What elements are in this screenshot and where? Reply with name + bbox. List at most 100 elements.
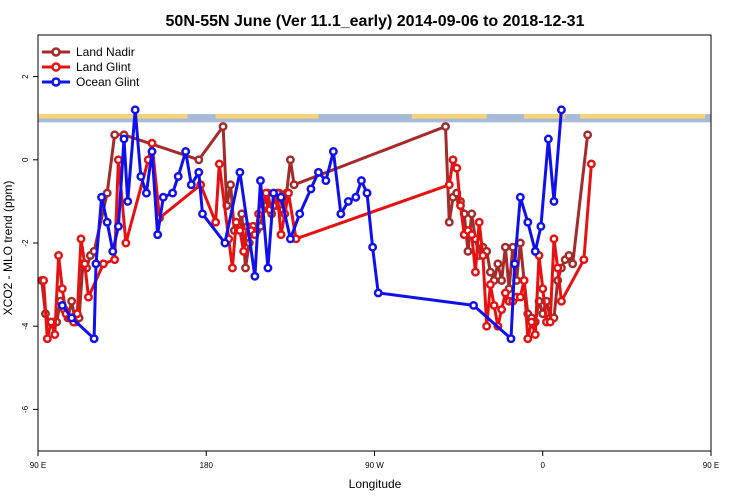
- ocean-glint-line: [61, 108, 563, 341]
- legend-swatch-marker: [51, 47, 61, 57]
- ocean-glint-point: [198, 209, 207, 219]
- ocean-glint-point: [97, 192, 107, 202]
- ocean-glint-point: [130, 105, 140, 115]
- land-nadir-point: [441, 122, 450, 131]
- ocean-glint-point: [141, 188, 151, 198]
- land-glint-point: [98, 259, 108, 269]
- land-glint-point: [549, 234, 559, 244]
- ocean-glint-point: [153, 230, 163, 240]
- land-nadir-point: [444, 217, 454, 227]
- x-tick-label: 90 E: [703, 461, 719, 470]
- ocean-glint-point: [351, 192, 361, 202]
- ocean-glint-point: [556, 105, 566, 115]
- ocean-glint-point: [263, 263, 273, 273]
- land-glint-point: [497, 305, 507, 315]
- y-tick-label: -4: [21, 322, 30, 330]
- land-nadir-point: [218, 122, 228, 131]
- ocean-glint-point: [168, 188, 178, 198]
- land-glint-point: [284, 188, 293, 198]
- land-glint-point: [452, 163, 462, 173]
- ocean-glint-point: [276, 192, 286, 202]
- ocean-glint-point: [89, 334, 99, 344]
- legend-item-land-glint: Land Glint: [42, 60, 131, 74]
- land-glint-point: [500, 288, 510, 298]
- ocean-glint-point: [220, 238, 230, 248]
- land-glint-point: [239, 246, 249, 256]
- ocean-glint-point: [113, 221, 123, 231]
- land-glint-point: [42, 334, 52, 344]
- land-glint-point: [235, 226, 245, 235]
- land-glint-point: [147, 138, 157, 148]
- land-nadir-point: [564, 251, 574, 260]
- land-glint-point: [515, 292, 525, 302]
- ocean-glint-point: [158, 192, 168, 202]
- ocean-glint-point: [343, 196, 353, 206]
- land-glint-point: [231, 217, 241, 227]
- land-nadir-point: [463, 246, 473, 256]
- ocean-glint-point: [186, 180, 196, 190]
- land-glint-point: [579, 255, 589, 265]
- ocean-glint-point: [67, 313, 77, 323]
- land-nadir-point: [583, 130, 593, 140]
- ocean-glint-point: [57, 300, 67, 310]
- land-glint-point: [54, 251, 64, 260]
- ocean-glint-point: [368, 242, 378, 252]
- land-glint-point: [57, 284, 67, 294]
- ocean-glint-point: [108, 246, 118, 256]
- land-nadir-point: [67, 296, 77, 306]
- land-nadir-point: [237, 209, 247, 219]
- land-glint-point: [519, 275, 529, 285]
- ocean-glint-point: [102, 217, 112, 227]
- land-nadir-point: [568, 259, 578, 269]
- series-layer: [37, 105, 596, 344]
- land-nadir-point: [110, 130, 120, 140]
- land-glint-point: [76, 234, 86, 244]
- ocean-glint-point: [269, 188, 278, 198]
- ocean-glint-point: [147, 147, 157, 156]
- land-glint-point: [474, 217, 484, 227]
- ocean-glint-point: [173, 171, 183, 181]
- ocean-glint-point: [250, 271, 260, 281]
- land-nadir-point: [285, 155, 295, 165]
- ocean-glint-point: [543, 134, 553, 144]
- land-glint-point: [72, 309, 82, 319]
- land-nadir-point: [289, 180, 299, 190]
- land-glint-point: [227, 263, 237, 273]
- land-glint-point: [471, 267, 480, 277]
- ocean-glint-point: [194, 167, 204, 177]
- ocean-glint-point: [362, 188, 372, 198]
- ocean-glint-point: [523, 217, 533, 227]
- land-glint-point: [545, 317, 555, 327]
- land-band-segment: [411, 114, 487, 119]
- ocean-glint-point: [469, 300, 479, 310]
- land-band-segment: [580, 114, 706, 119]
- ocean-glint-point: [530, 246, 540, 256]
- ocean-glint-point: [510, 259, 520, 269]
- land-glint-point: [46, 317, 56, 327]
- land-glint-point: [467, 230, 477, 240]
- legend-swatch-marker: [51, 62, 61, 72]
- land-glint-point: [489, 300, 499, 310]
- legend-item-land-nadir: Land Nadir: [42, 45, 135, 59]
- ocean-glint-point: [536, 221, 546, 231]
- ocean-glint-point: [373, 288, 383, 298]
- ocean-glint-point: [136, 171, 146, 181]
- ocean-glint-point: [181, 147, 191, 156]
- plot-frame: [37, 34, 712, 452]
- land-glint-point: [482, 321, 492, 331]
- land-band-segment: [524, 114, 566, 119]
- land-nadir-point: [485, 267, 495, 277]
- ocean-glint-point: [256, 176, 265, 186]
- legend-item-ocean-glint: Ocean Glint: [42, 75, 140, 89]
- ocean-glint-point: [91, 259, 101, 269]
- land-nadir-point: [241, 263, 250, 273]
- ocean-glint-point: [285, 234, 295, 244]
- land-glint-point: [586, 159, 596, 169]
- x-axis-label: Longitude: [349, 477, 402, 491]
- x-tick-label: 0: [541, 461, 546, 470]
- land-glint-point: [110, 255, 120, 265]
- x-tick-label: 90 W: [365, 461, 384, 470]
- ocean-glint-point: [321, 176, 331, 186]
